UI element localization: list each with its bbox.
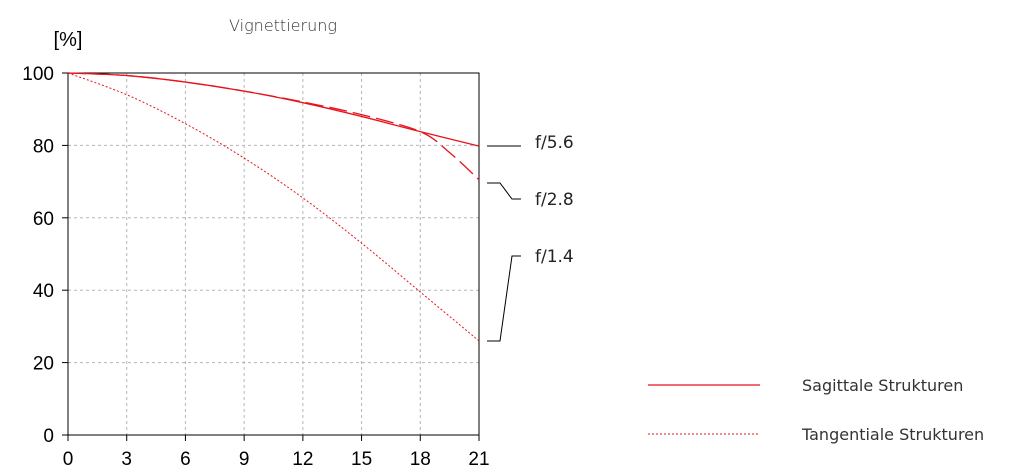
callout-label-f14: f/1.4	[535, 247, 574, 267]
y-tick-label-4: 80	[33, 136, 54, 157]
x-tick-label-4: 12	[292, 449, 313, 470]
legend-label-tangential: Tangentiale Strukturen	[801, 425, 984, 444]
series-line-2	[67, 72, 480, 342]
y-axis-label: [%]	[54, 29, 83, 51]
legend: Sagittale Strukturen Tangentiale Struktu…	[648, 376, 984, 444]
callout-label-f28: f/2.8	[535, 190, 574, 210]
plot-frame	[67, 72, 480, 436]
x-tick-label-5: 15	[351, 449, 372, 470]
x-tick-label-3: 9	[239, 449, 250, 470]
callout-f28: f/2.8	[487, 182, 574, 210]
y-tick-label-1: 20	[33, 354, 54, 375]
x-tick-label-2: 6	[180, 449, 191, 470]
chart-title: Vignettierung	[229, 16, 337, 35]
series-lines	[67, 72, 480, 342]
y-tick-label-0: 0	[43, 426, 54, 447]
x-tick-label-6: 18	[410, 449, 431, 470]
y-tick-label-2: 40	[33, 281, 54, 302]
series-line-0	[67, 72, 480, 147]
series-line-1	[67, 72, 480, 181]
callout-f14: f/1.4	[487, 247, 574, 342]
x-tick-label-0: 0	[63, 449, 74, 470]
x-tick-label-7: 21	[468, 449, 489, 470]
callout-line-f28	[487, 182, 521, 200]
axis-ticks: 0 3 6 9 12 15 18 21 0 20 40 60 80 100	[22, 64, 489, 470]
legend-label-sagittal: Sagittale Strukturen	[802, 376, 963, 395]
y-tick-label-5: 100	[22, 64, 54, 85]
callout-label-f56: f/5.6	[535, 133, 574, 153]
x-tick-label-1: 3	[121, 449, 132, 470]
callout-f56: f/5.6	[487, 133, 574, 153]
callout-line-f14	[487, 255, 521, 342]
y-tick-label-3: 60	[33, 209, 54, 230]
grid	[68, 73, 479, 435]
